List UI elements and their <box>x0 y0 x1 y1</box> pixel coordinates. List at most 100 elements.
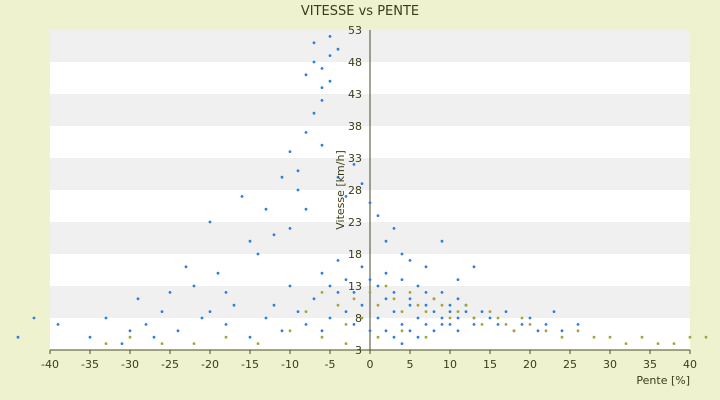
data-point <box>320 143 324 147</box>
data-point <box>336 259 340 262</box>
data-point <box>256 252 260 256</box>
data-point <box>312 111 316 115</box>
tick-labels: -40 -35 -30 -25 -20 -15 -10 -5 0 5 10 15 20 25 30 35 40 3… <box>41 24 697 371</box>
data-point <box>608 335 612 339</box>
data-point <box>432 310 436 313</box>
data-point <box>272 233 276 237</box>
x-tick-label: -15 <box>241 358 259 371</box>
data-point <box>296 310 300 313</box>
data-point <box>416 316 420 320</box>
data-point <box>336 175 340 179</box>
x-tick-label: 35 <box>643 358 657 371</box>
data-point <box>344 323 348 326</box>
data-point <box>280 175 284 179</box>
data-point <box>544 329 548 333</box>
data-point <box>296 188 300 192</box>
data-point <box>528 316 532 320</box>
data-point <box>456 329 460 333</box>
data-point <box>536 329 540 333</box>
data-point <box>288 284 292 288</box>
data-point <box>152 335 156 339</box>
data-point <box>592 335 596 339</box>
y-tick-label: 13 <box>348 280 362 293</box>
data-point <box>376 284 380 288</box>
data-point <box>488 310 492 313</box>
data-point <box>328 316 332 320</box>
data-point <box>392 297 396 301</box>
y-tick-label: 28 <box>348 184 362 197</box>
data-point <box>320 329 324 333</box>
data-point <box>448 303 452 307</box>
data-point <box>304 73 308 77</box>
data-point <box>560 335 564 339</box>
data-point <box>32 316 36 320</box>
data-point <box>384 297 388 301</box>
x-tick-label: -5 <box>325 358 336 371</box>
data-point <box>312 60 316 64</box>
data-point <box>128 329 132 333</box>
data-point <box>240 195 244 198</box>
data-point <box>456 316 460 320</box>
data-point <box>448 323 452 326</box>
data-point <box>416 303 420 307</box>
x-tick-label: 15 <box>483 358 497 371</box>
data-point <box>376 335 380 339</box>
data-point <box>504 310 508 313</box>
y-axis-label: Vitesse [km/h] <box>334 150 347 230</box>
y-tick-label: 33 <box>348 152 362 165</box>
data-point <box>552 310 556 313</box>
data-point <box>408 303 412 307</box>
data-point <box>464 303 468 307</box>
data-point <box>344 278 348 281</box>
x-tick-label: -20 <box>201 358 219 371</box>
data-point <box>520 316 524 320</box>
x-tick-label: -25 <box>161 358 179 371</box>
data-point <box>440 303 444 307</box>
data-point <box>256 342 260 345</box>
data-point <box>408 291 412 294</box>
data-point <box>328 79 332 83</box>
x-tick-label: -10 <box>281 358 299 371</box>
data-point <box>472 323 476 326</box>
data-point <box>312 41 316 45</box>
data-point <box>376 303 380 307</box>
y-tick-label: 53 <box>348 24 362 37</box>
data-point <box>248 239 252 243</box>
x-tick-label: 40 <box>683 358 697 371</box>
data-point <box>288 227 292 230</box>
data-point <box>320 86 324 89</box>
data-point <box>384 271 388 275</box>
data-point <box>472 316 476 320</box>
data-point <box>384 239 388 243</box>
data-point <box>360 265 364 269</box>
data-point <box>496 316 500 320</box>
data-point <box>440 239 444 243</box>
data-point <box>304 131 308 134</box>
data-point <box>232 303 236 307</box>
data-point <box>104 342 108 345</box>
data-point <box>576 329 580 333</box>
data-point <box>344 342 348 345</box>
data-point <box>448 316 452 320</box>
data-point <box>208 310 212 313</box>
data-point <box>344 310 348 313</box>
data-point <box>192 342 196 345</box>
data-point <box>424 291 428 294</box>
data-point <box>352 163 356 166</box>
data-point <box>392 291 396 294</box>
data-point <box>424 303 428 307</box>
data-point <box>480 323 484 326</box>
data-point <box>384 329 388 333</box>
data-point <box>688 335 692 339</box>
data-point <box>440 323 444 326</box>
data-point <box>416 335 420 339</box>
x-tick-label: 0 <box>367 358 374 371</box>
data-point <box>208 220 212 224</box>
y-tick-label: 3 <box>355 344 362 357</box>
data-point <box>352 291 356 294</box>
data-point <box>640 335 644 339</box>
data-point <box>88 335 92 339</box>
y-tick-label: 18 <box>348 248 362 261</box>
x-tick-label: 10 <box>443 358 457 371</box>
data-point <box>400 310 404 313</box>
